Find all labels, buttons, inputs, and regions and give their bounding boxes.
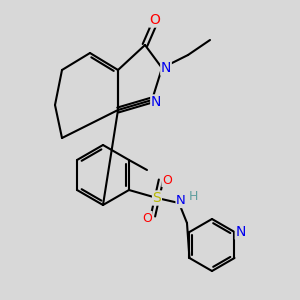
Text: N: N [151, 95, 161, 109]
Text: N: N [161, 61, 171, 75]
Text: O: O [142, 212, 152, 224]
Text: H: H [188, 190, 198, 203]
Text: N: N [235, 225, 246, 239]
Text: S: S [153, 191, 161, 205]
Text: N: N [176, 194, 186, 208]
Text: O: O [150, 13, 160, 27]
Text: O: O [162, 173, 172, 187]
